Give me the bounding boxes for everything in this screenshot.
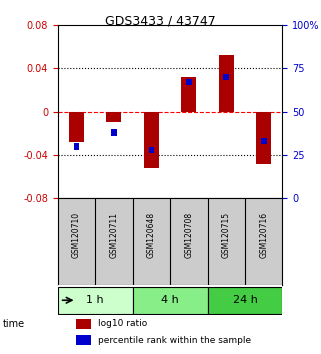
Text: GSM120648: GSM120648 [147,211,156,258]
Text: 1 h: 1 h [86,295,104,305]
FancyBboxPatch shape [208,287,282,314]
Text: GSM120716: GSM120716 [259,211,268,258]
Text: log10 ratio: log10 ratio [98,319,147,328]
FancyBboxPatch shape [133,287,208,314]
Bar [261,138,266,144]
Text: 24 h: 24 h [233,295,257,305]
Bar [69,112,84,142]
Text: time: time [3,319,25,329]
Bar [111,129,117,136]
Text: GSM120715: GSM120715 [222,211,231,258]
Bar [107,112,121,122]
Text: percentile rank within the sample: percentile rank within the sample [98,336,251,345]
Text: GDS3433 / 43747: GDS3433 / 43747 [105,14,216,27]
FancyBboxPatch shape [58,287,133,314]
Text: GSM120711: GSM120711 [109,211,118,257]
Bar [76,319,91,329]
Text: 4 h: 4 h [161,295,179,305]
Bar [186,79,192,85]
Bar [76,335,91,345]
Bar [74,143,79,150]
Bar [149,147,154,153]
Bar [219,55,234,112]
Text: GSM120710: GSM120710 [72,211,81,258]
Bar [223,74,229,80]
Bar [256,112,271,164]
Text: GSM120708: GSM120708 [184,211,193,258]
Bar [144,112,159,168]
Bar [181,77,196,112]
